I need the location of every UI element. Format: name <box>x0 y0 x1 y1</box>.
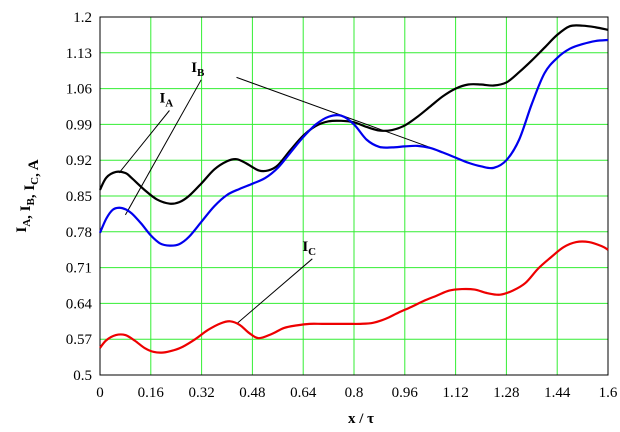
series-label-c: IC <box>302 239 316 258</box>
plot-frame <box>99 16 609 376</box>
annotation-pointer <box>118 110 170 174</box>
x-tick-label: 1.44 <box>544 385 571 401</box>
x-tick-label: 1.28 <box>493 385 519 401</box>
annotation-labels: IA IB IC <box>159 60 316 258</box>
series-line-i-b <box>98 38 609 247</box>
y-tick-label: 1.2 <box>73 10 92 26</box>
annotation-pointer <box>236 258 313 325</box>
x-tick-label: 0 <box>96 385 104 401</box>
y-tick-label: 0.99 <box>66 117 92 133</box>
y-axis-label: IA, IB, IC, A <box>14 159 42 232</box>
y-tick-label: 0.71 <box>66 261 92 277</box>
x-tick-label: 0.64 <box>290 385 317 401</box>
x-tick-label: 0.48 <box>239 385 265 401</box>
series-label-b: IB <box>191 60 205 79</box>
x-axis-label: x / τ <box>348 411 374 427</box>
x-tick-label: 0.32 <box>188 385 214 401</box>
y-tick-label: 0.92 <box>66 153 92 169</box>
annotation-pointers <box>118 76 431 325</box>
annotation-pointer <box>236 76 431 148</box>
series-line-i-a <box>99 24 609 205</box>
series-label-a: IA <box>159 91 173 110</box>
y-tick-label: 0.85 <box>66 189 92 205</box>
y-tick-label: 1.06 <box>66 82 93 98</box>
tick-labels: 0 0.16 0.32 0.48 0.64 0.8 0.96 1.12 1.28 1.44 1.6 0… <box>66 10 618 401</box>
x-tick-label: 1.12 <box>442 385 468 401</box>
y-tick-label: 0.64 <box>66 296 93 312</box>
y-tick-label: 0.78 <box>66 225 92 241</box>
x-tick-label: 1.6 <box>599 385 618 401</box>
grid <box>100 17 608 375</box>
annotation-pointer <box>124 79 202 216</box>
x-tick-label: 0.96 <box>392 385 419 401</box>
y-tick-label: 0.57 <box>66 332 93 348</box>
series-lines <box>98 24 609 354</box>
y-tick-label: 1.13 <box>66 46 92 62</box>
x-tick-label: 0.16 <box>138 385 165 401</box>
series-line-i-c <box>99 240 609 354</box>
x-tick-label: 0.8 <box>345 385 364 401</box>
y-tick-label: 0.5 <box>73 368 92 384</box>
